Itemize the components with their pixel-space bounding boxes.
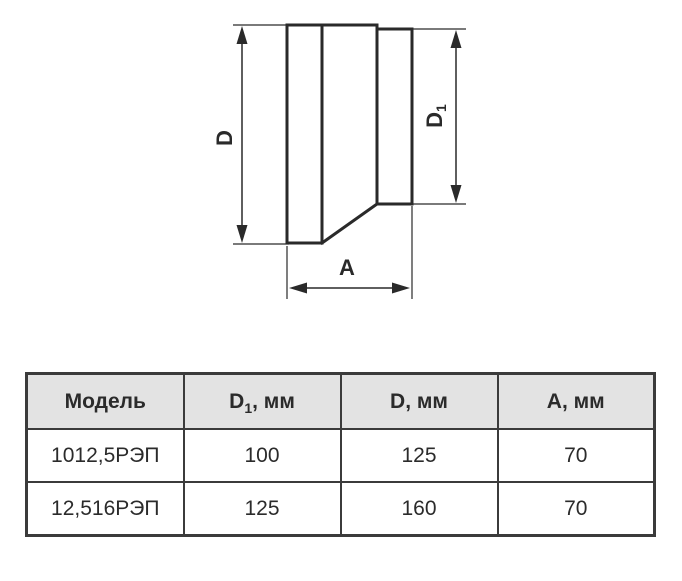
reducer-dimension-diagram: D D1 A <box>212 23 466 299</box>
extension-lines <box>233 24 466 299</box>
dimension-arrow-d <box>236 26 248 243</box>
arrowhead-left-icon <box>289 282 307 294</box>
cell-d1: 100 <box>182 428 342 483</box>
cell-model: 12,516РЭП <box>25 481 185 537</box>
dimension-label-d: D <box>212 130 237 146</box>
cell-a: 70 <box>496 481 656 537</box>
table-row: 1012,5РЭП 100 125 70 <box>25 428 656 483</box>
col-header-model: Модель <box>25 372 185 430</box>
arrowhead-right-icon <box>392 282 410 294</box>
col-header-d: D, мм <box>339 372 499 430</box>
col-header-d-main: D <box>390 389 406 413</box>
dimension-label-d1: D1 <box>422 104 449 128</box>
arrowhead-down-icon <box>450 185 462 203</box>
col-header-d-units: , мм <box>405 389 448 413</box>
cell-d: 160 <box>339 481 499 537</box>
col-header-d1-subscript: 1 <box>244 399 253 416</box>
spec-table-header-row: Модель D1, мм D, мм A, мм <box>25 372 656 430</box>
col-header-a-main: A <box>546 389 562 413</box>
col-header-d1: D1, мм <box>182 372 342 430</box>
arrowhead-up-icon <box>236 26 248 44</box>
cell-d1: 125 <box>182 481 342 537</box>
col-header-a-units: , мм <box>561 389 605 413</box>
dimension-arrow-d1 <box>450 30 462 203</box>
col-header-d1-main: D <box>229 389 245 413</box>
reducer-body-outline <box>285 23 414 246</box>
arrowhead-up-icon <box>450 30 462 48</box>
arrowhead-down-icon <box>236 225 248 243</box>
table-row: 12,516РЭП 125 160 70 <box>25 481 656 537</box>
col-header-a: A, мм <box>496 372 656 430</box>
col-header-d1-units: , мм <box>252 389 295 413</box>
cell-model: 1012,5РЭП <box>25 428 185 483</box>
cell-a: 70 <box>496 428 656 483</box>
dimension-label-a: A <box>339 255 355 280</box>
dimension-arrow-a <box>289 282 410 294</box>
cell-d: 125 <box>339 428 499 483</box>
spec-table: Модель D1, мм D, мм A, мм 1012,5РЭП 100 … <box>25 372 656 537</box>
